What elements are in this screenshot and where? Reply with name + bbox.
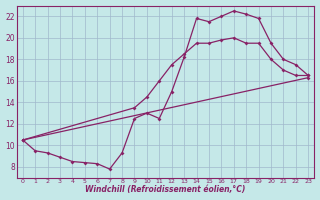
X-axis label: Windchill (Refroidissement éolien,°C): Windchill (Refroidissement éolien,°C) (85, 185, 246, 194)
